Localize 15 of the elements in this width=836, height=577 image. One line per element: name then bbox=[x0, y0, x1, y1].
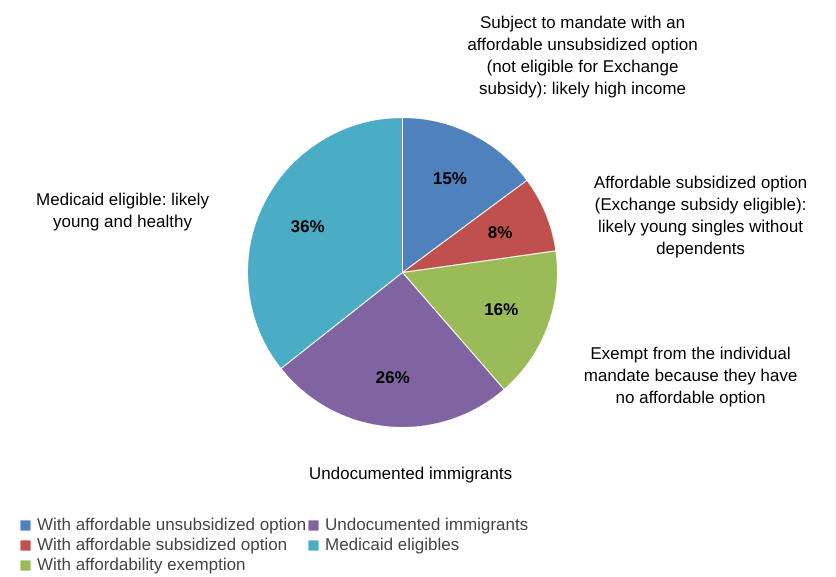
slice-label: Undocumented immigrants bbox=[308, 464, 512, 483]
data-label: 26% bbox=[376, 368, 410, 387]
text: Medicaid eligible: likely young and healthy bbox=[36, 190, 210, 231]
text: Subject to mandate with an affordable unsubsidized option (not eligible for Exchange subsidy): likely high income bbox=[467, 13, 698, 98]
text: Affordable subsidized option (Exchange subsidy eligible): likely young singles without dependents bbox=[594, 173, 808, 258]
legend-label: Medicaid eligibles bbox=[325, 535, 460, 555]
legend-label: With affordable subsidized option bbox=[37, 535, 288, 555]
legend-label: With affordability exemption bbox=[37, 555, 246, 575]
legend-label: With affordable unsubsidized option bbox=[37, 515, 306, 535]
text: Exempt from the individual mandate because they have no affordable option bbox=[584, 344, 798, 407]
data-label: 8% bbox=[488, 223, 512, 242]
data-label: 16% bbox=[484, 300, 518, 319]
legend-label: Undocumented immigrants bbox=[325, 515, 528, 535]
data-label: 15% bbox=[432, 168, 467, 188]
data-label: 36% bbox=[290, 217, 325, 236]
